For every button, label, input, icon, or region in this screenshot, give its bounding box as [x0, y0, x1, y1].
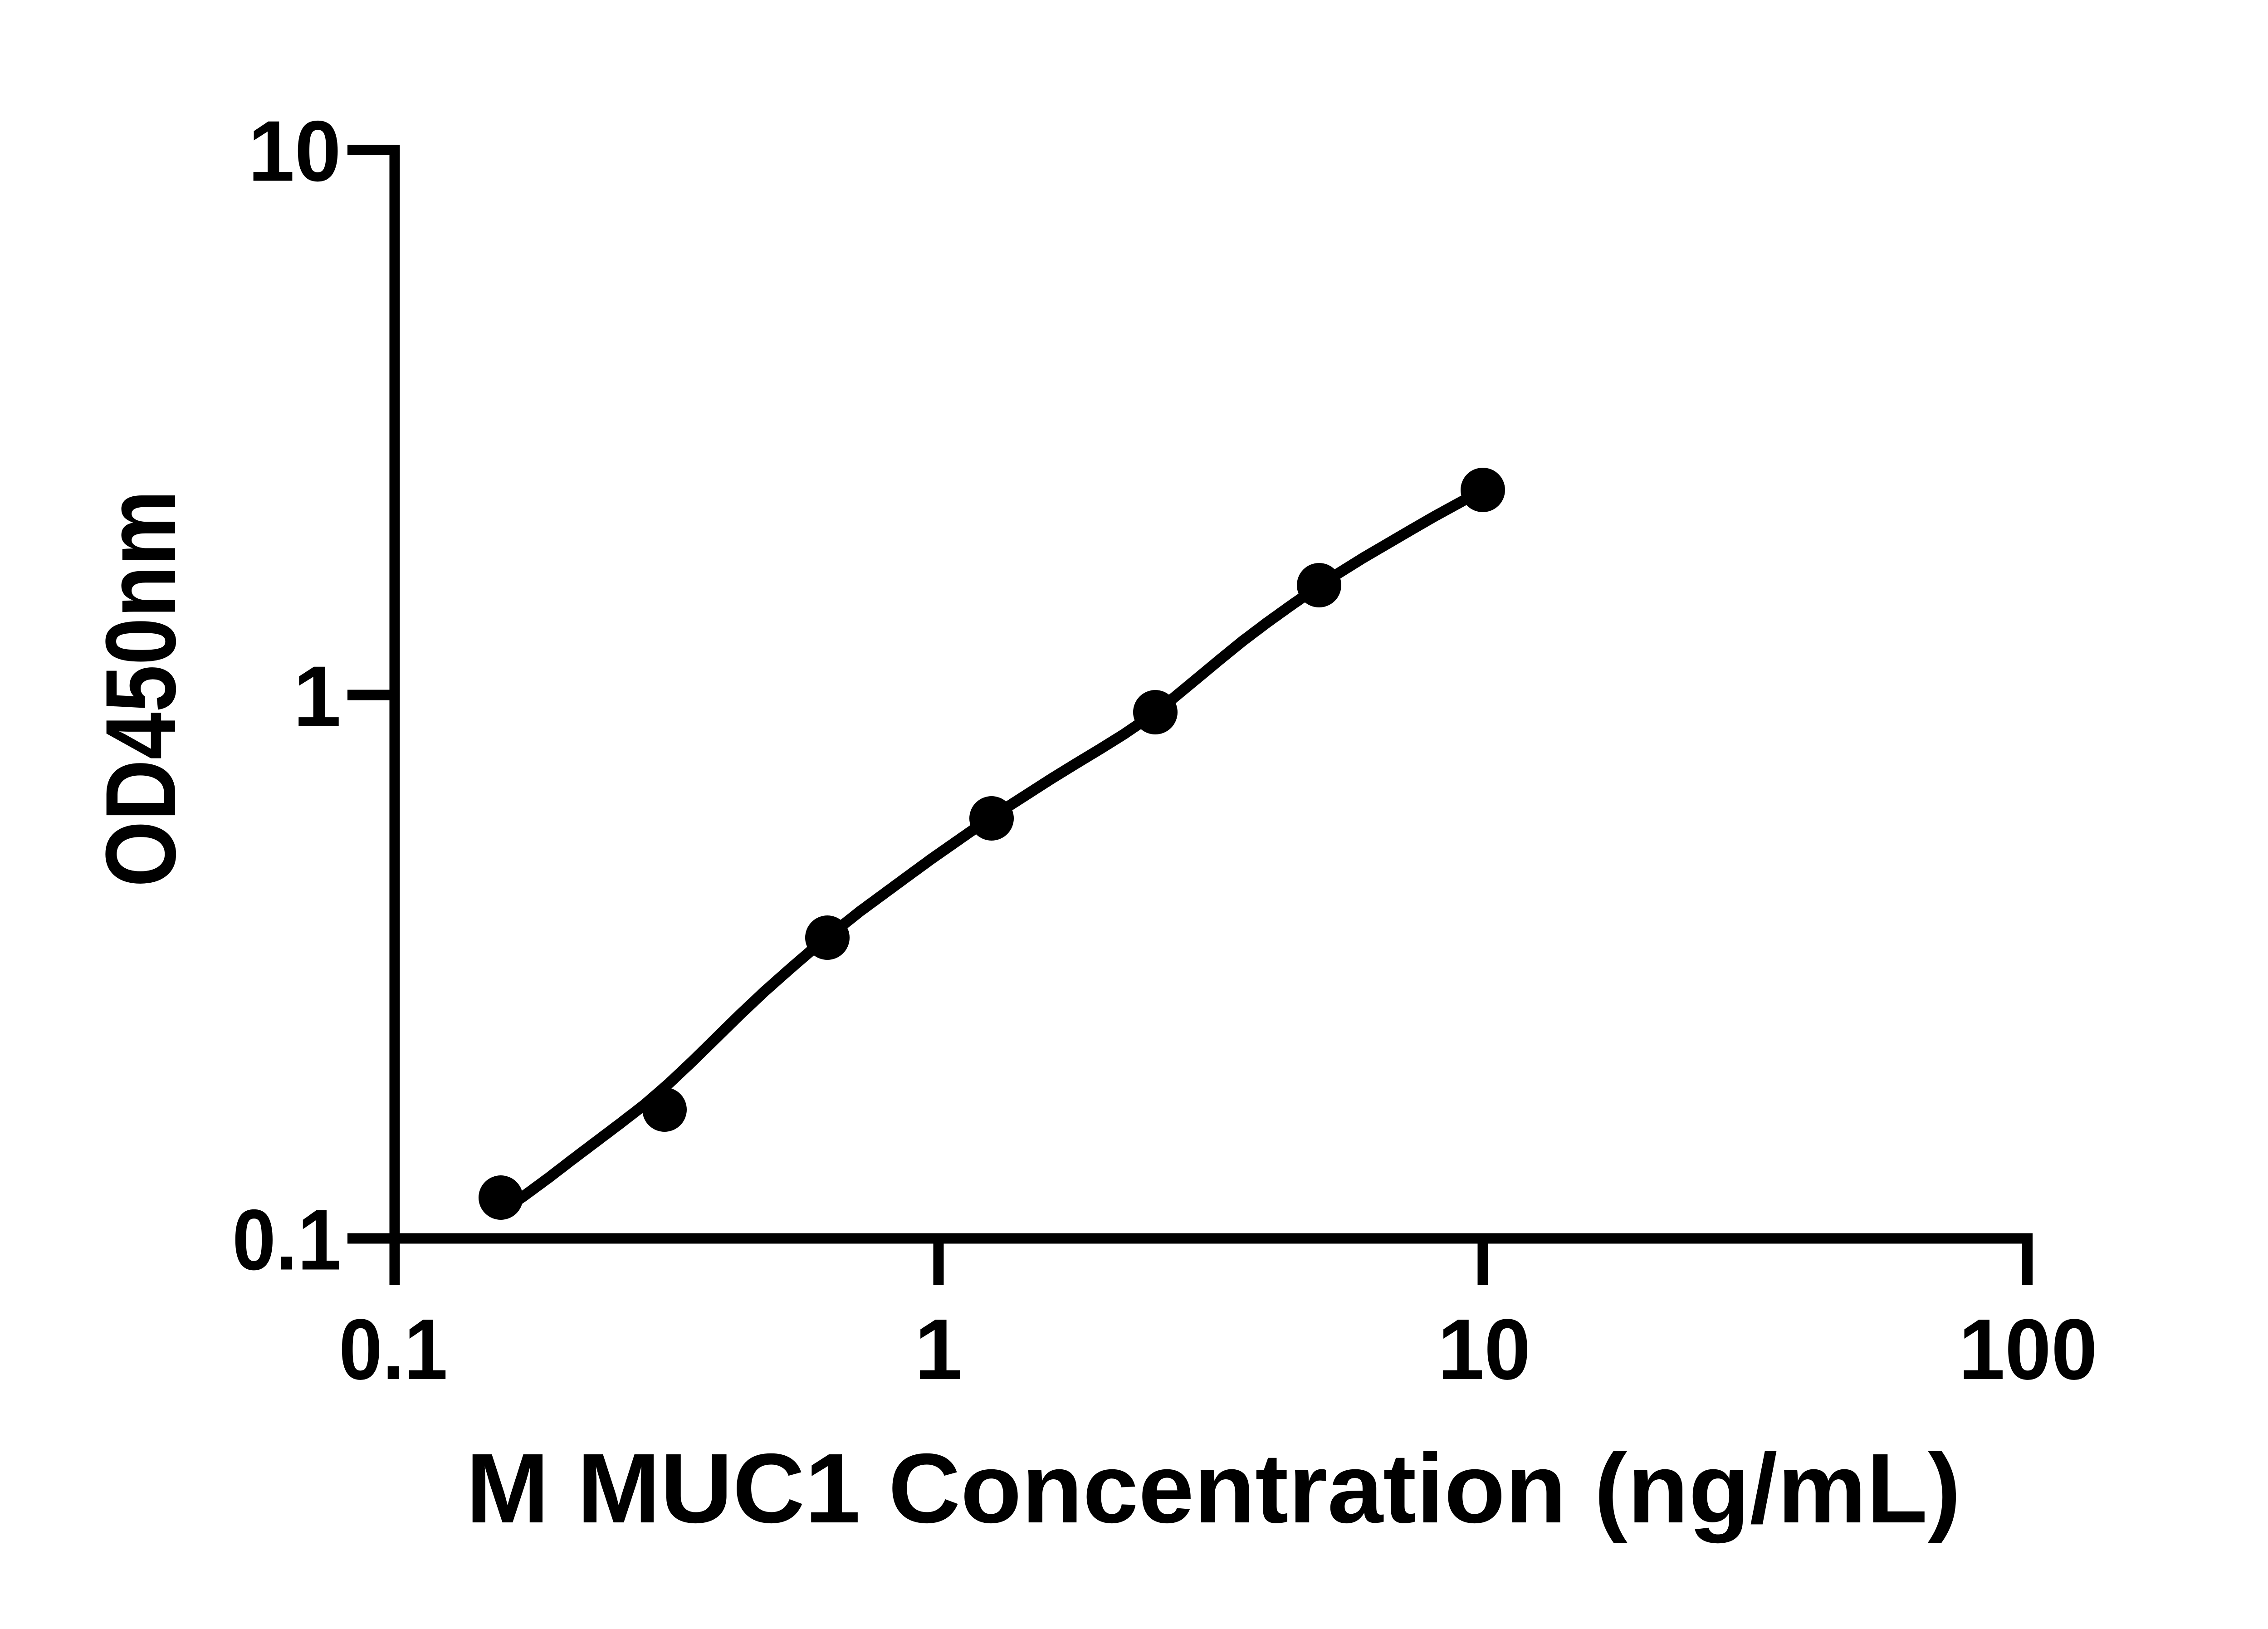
svg-text:100: 100 — [1959, 1301, 2097, 1398]
svg-text:10: 10 — [248, 103, 341, 200]
svg-text:OD450nm: OD450nm — [85, 490, 196, 887]
svg-text:0.1: 0.1 — [232, 1192, 341, 1288]
svg-text:0.1: 0.1 — [339, 1301, 448, 1398]
svg-text:10: 10 — [1438, 1301, 1531, 1398]
svg-text:M MUC1 Concentration (ng/mL): M MUC1 Concentration (ng/mL) — [466, 1433, 1961, 1544]
svg-text:1: 1 — [914, 1301, 963, 1398]
svg-text:1: 1 — [293, 649, 341, 745]
